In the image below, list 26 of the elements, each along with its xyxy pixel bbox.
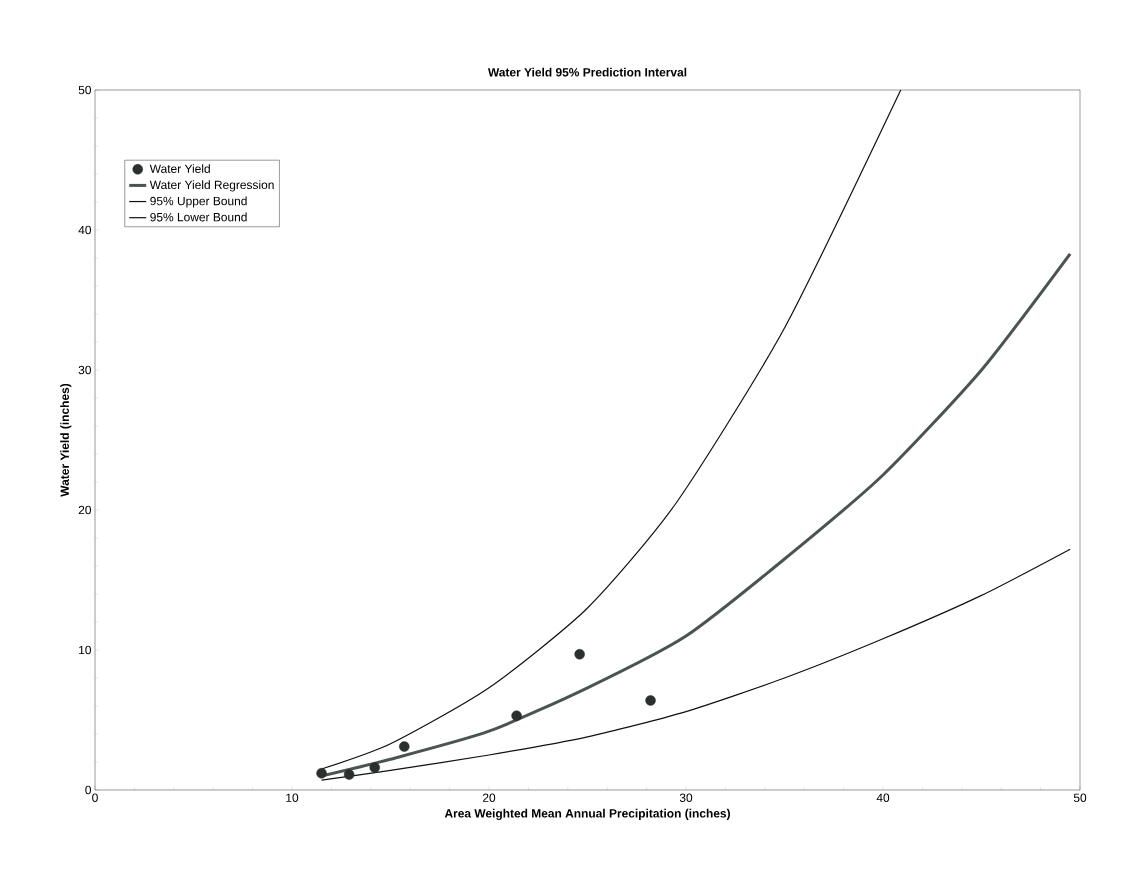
y-tick-label: 40 [78,225,92,235]
legend-label: Water Yield [149,164,210,173]
legend-label: 95% Upper Bound [150,196,247,208]
y-tick-label: 10 [79,645,92,655]
point [511,710,522,721]
x-tick-label: 40 [876,793,890,802]
y-tick-label: 0 [85,785,92,795]
point [574,649,585,660]
x-tick-label: 30 [679,793,693,802]
legend-label: 95% Lower Bound [150,212,247,222]
point [399,741,410,752]
x-tick-label: 20 [482,793,496,802]
x-tick-label: 50 [1073,793,1087,802]
point [343,769,355,780]
chart-title: Water Yield 95% Prediction Interval [487,67,687,77]
y-tick-label: 30 [78,365,92,375]
legend-label: Water Yield Regression [149,180,274,192]
x-tick-label: 10 [286,793,299,802]
y-tick-label: 20 [78,505,92,515]
point [369,762,380,773]
y-tick-label: 50 [78,85,92,95]
point [645,695,656,706]
point [316,768,327,779]
y-axis-title: Water Yield (inches) [60,383,72,497]
x-tick-label: 0 [92,793,98,802]
x-axis-title: Area Weighted Mean Annual Precipitation (inches) [444,808,730,821]
